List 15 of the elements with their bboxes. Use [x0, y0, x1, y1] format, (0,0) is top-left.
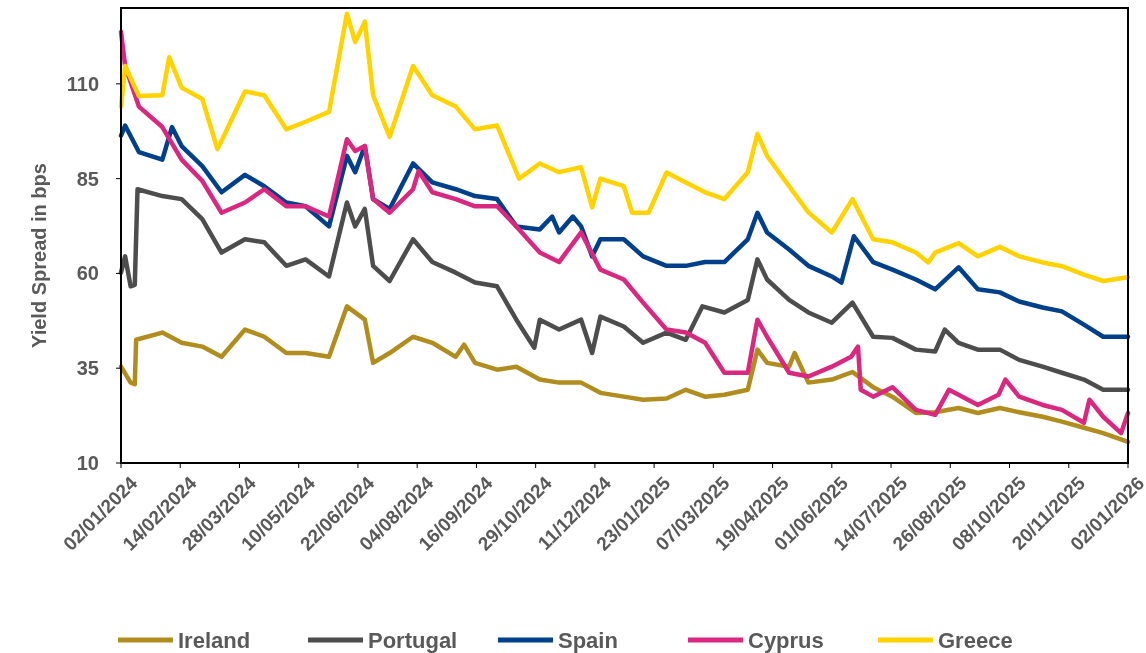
y-tick-label: 110: [66, 72, 99, 95]
y-tick-label: 85: [76, 167, 99, 190]
line-series: [118, 11, 1131, 284]
legend-label: Spain: [558, 627, 618, 653]
legend-label: Ireland: [178, 627, 251, 653]
line-series: [118, 304, 1131, 445]
line-series: [118, 29, 1131, 436]
y-tick-label: 60: [76, 262, 99, 285]
y-tick-label: 35: [76, 357, 99, 380]
line-series: [118, 186, 1131, 393]
legend-label: Cyprus: [748, 627, 824, 653]
y-tick-label: 10: [76, 452, 99, 474]
legend-label: Greece: [938, 627, 1013, 653]
y-axis-title: Yield Spread in bps: [28, 163, 50, 348]
legend-label: Portugal: [368, 627, 458, 653]
